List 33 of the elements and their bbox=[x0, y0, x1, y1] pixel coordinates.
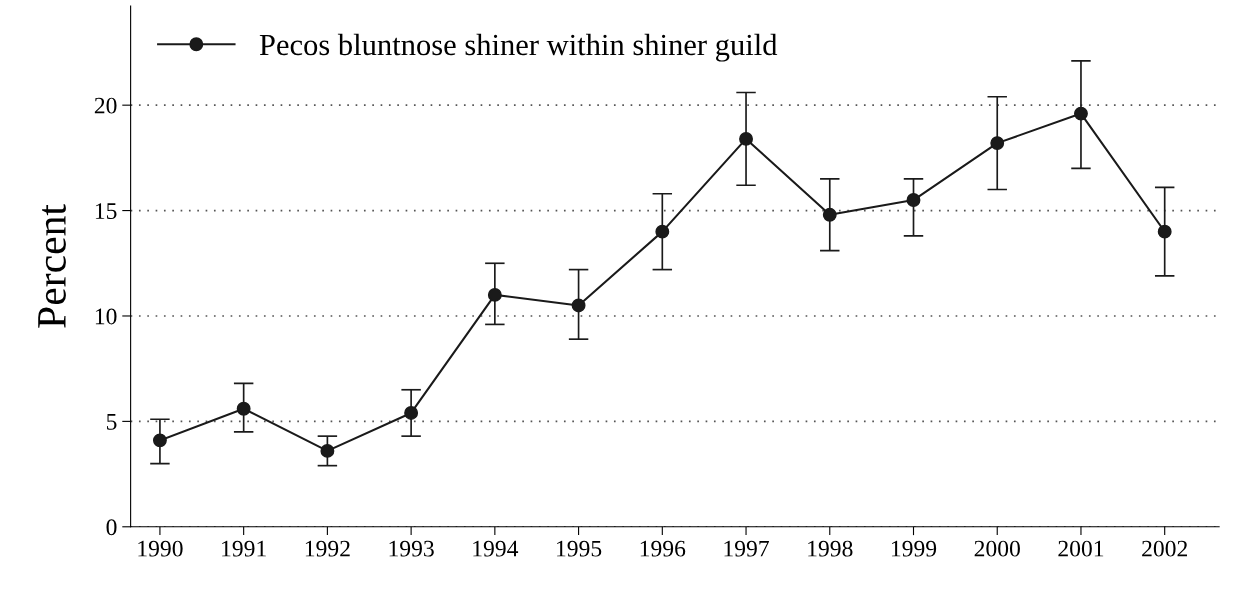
x-tick-label: 1996 bbox=[640, 540, 686, 557]
y-tick-label: 10 bbox=[95, 308, 117, 325]
y-tick-label: 20 bbox=[94, 97, 117, 114]
x-tick-label: 2001 bbox=[1058, 540, 1104, 557]
point bbox=[571, 298, 586, 313]
point bbox=[739, 131, 753, 146]
point bbox=[990, 136, 1005, 151]
x-tick-label: 1992 bbox=[305, 540, 350, 557]
x-tick-label: 1999 bbox=[891, 540, 937, 557]
point bbox=[822, 207, 837, 222]
point bbox=[152, 433, 167, 448]
point bbox=[906, 193, 921, 207]
x-tick-label: 1993 bbox=[389, 540, 434, 557]
point bbox=[1157, 224, 1172, 239]
x-tick-label: 1998 bbox=[808, 540, 853, 557]
x-tick-label: 2000 bbox=[974, 540, 1020, 557]
point bbox=[320, 443, 335, 458]
legend-label: Pecos bluntnose shiner within shiner guild bbox=[259, 33, 778, 62]
y-axis-title: Percent bbox=[38, 204, 66, 328]
y-tick-label: 5 bbox=[106, 414, 117, 430]
point bbox=[655, 224, 670, 239]
x-tick-label: 1991 bbox=[222, 540, 266, 557]
point bbox=[487, 287, 502, 302]
x-tick-label: 1997 bbox=[724, 540, 769, 557]
x-tick-label: 1995 bbox=[557, 540, 602, 557]
x-tick-label: 1990 bbox=[138, 540, 183, 557]
point bbox=[236, 401, 251, 416]
x-tick-label: 2002 bbox=[1142, 540, 1187, 557]
y-tick-label: 15 bbox=[95, 203, 117, 219]
y-tick-label: 0 bbox=[106, 519, 117, 536]
point bbox=[404, 406, 419, 420]
point bbox=[1074, 106, 1088, 121]
x-tick-label: 1994 bbox=[473, 540, 519, 557]
